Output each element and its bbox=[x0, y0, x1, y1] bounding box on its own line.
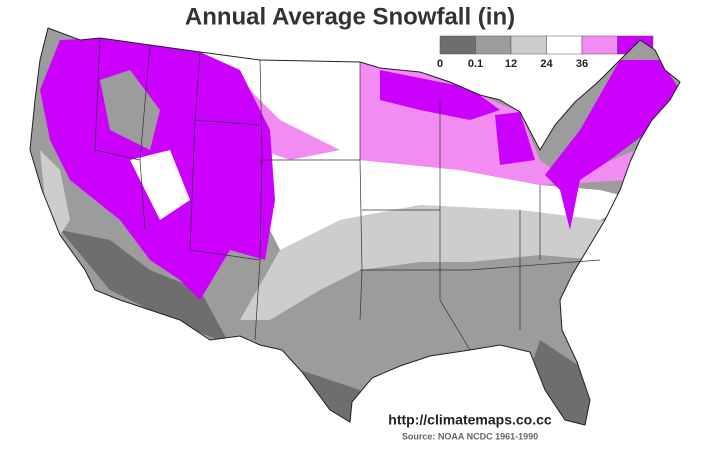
legend-label: 12 bbox=[505, 58, 517, 70]
legend-label: 0 bbox=[437, 58, 443, 70]
legend-label: 0.1 bbox=[468, 58, 483, 70]
credit-url: http://climatemaps.co.cc bbox=[388, 412, 552, 428]
title: Annual Average Snowfall (in) bbox=[185, 3, 515, 30]
legend-swatch bbox=[439, 35, 476, 55]
state-lines bbox=[94, 37, 601, 351]
legend-label: 36 bbox=[576, 58, 588, 70]
us-outline bbox=[29, 27, 681, 426]
legend-swatch bbox=[510, 35, 547, 55]
credit-source: Source: NOAA NCDC 1961-1990 bbox=[402, 431, 538, 441]
legend-swatch bbox=[546, 35, 583, 55]
legend-label: 24 bbox=[540, 58, 553, 70]
legend-swatch bbox=[581, 35, 618, 55]
legend-swatch bbox=[475, 35, 512, 55]
